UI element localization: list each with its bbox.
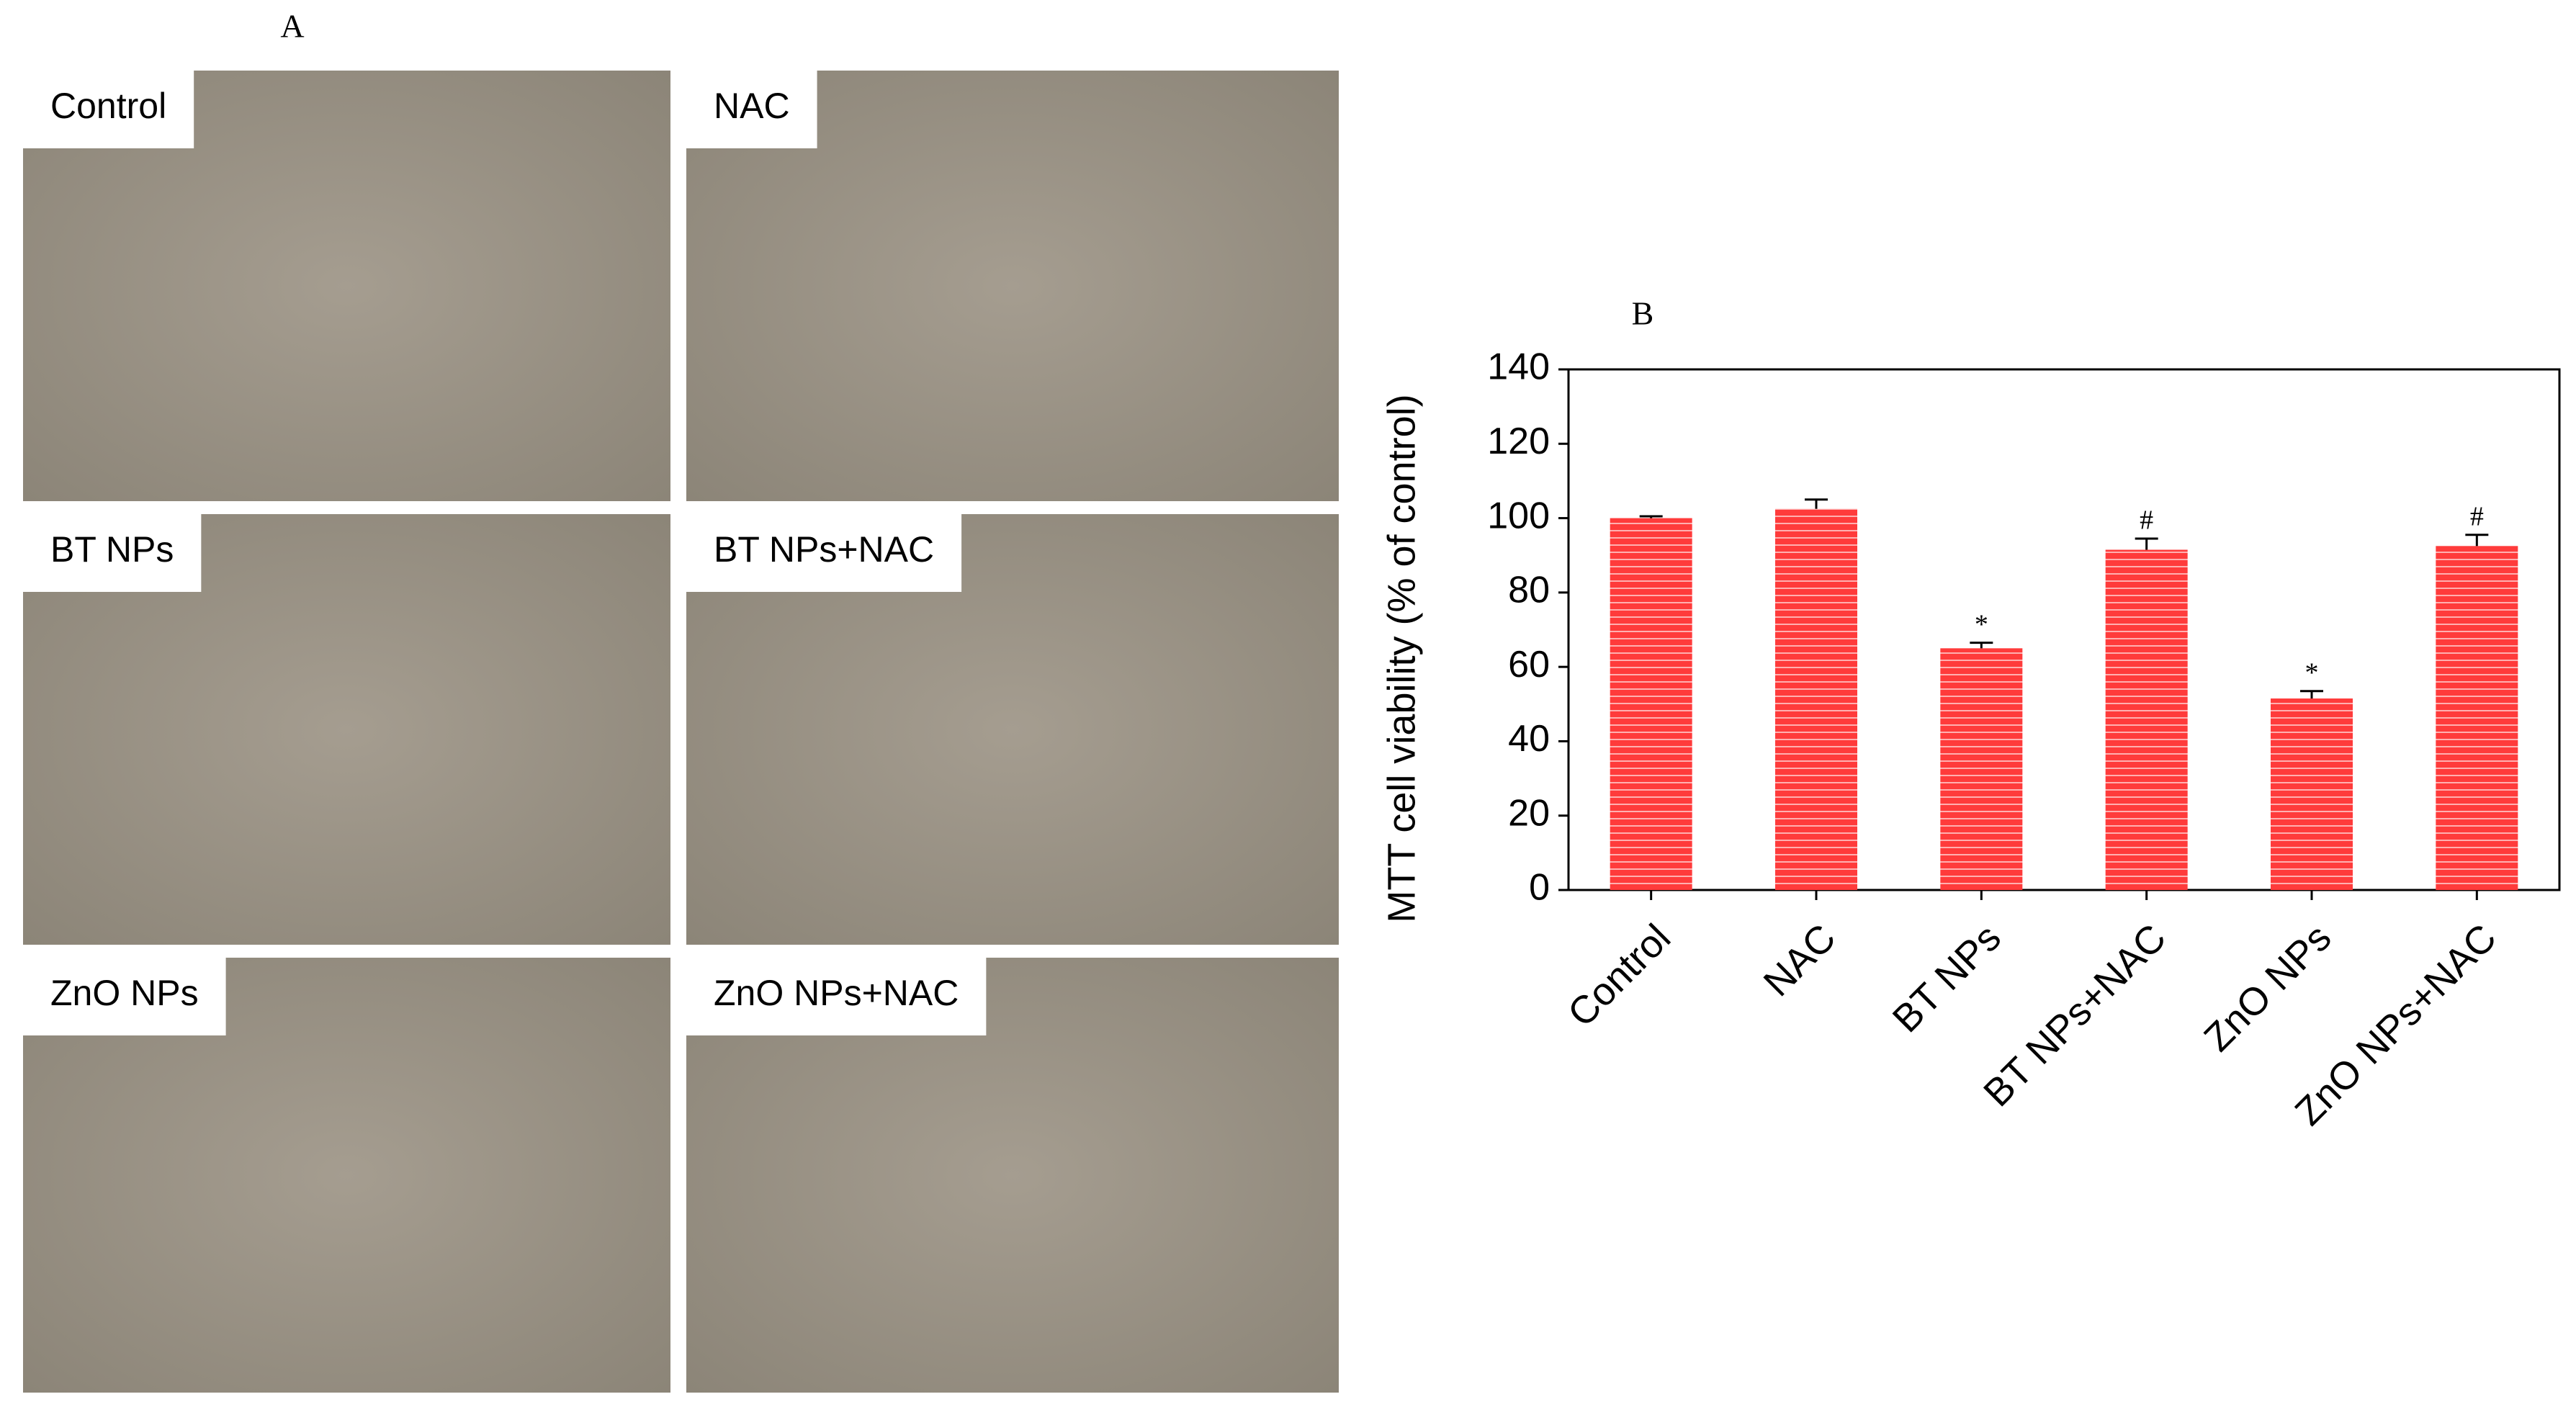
x-tick-label: BT NPs (1885, 916, 2009, 1040)
bar (1940, 648, 2023, 890)
y-tick-label: 40 (1508, 718, 1550, 760)
y-tick-label: 0 (1529, 867, 1550, 909)
bar (2271, 698, 2353, 890)
micrograph-label: ZnO NPs+NAC (714, 973, 959, 1013)
bar-chart: 0 20 40 60 80 100 120 140 MTT cell viability (% … (1380, 346, 2561, 1134)
x-tick-label: ZnO NPs (2196, 916, 2339, 1059)
significance-mark: * (2305, 657, 2319, 688)
panel-label: B (1632, 295, 1654, 332)
bar (1610, 518, 1692, 890)
micrograph-label: ZnO NPs (50, 973, 199, 1013)
y-tick-label: 60 (1508, 644, 1550, 685)
label-box (686, 958, 987, 1035)
bar (1775, 508, 1857, 890)
label-box (23, 71, 194, 148)
y-tick-label: 20 (1508, 792, 1550, 834)
micrograph-label: Control (50, 86, 166, 126)
bar (2436, 546, 2518, 890)
y-tick-label: 140 (1487, 346, 1550, 388)
plot-frame (1567, 368, 2561, 891)
significance-mark: * (1975, 609, 1988, 639)
label-box (23, 514, 202, 592)
micrographs: Control NAC BT NPs BT NPs+NAC ZnO NPs ZnO NPs… (23, 71, 1339, 1393)
micrograph-label: BT NPs (50, 529, 174, 570)
y-tick-label: 80 (1508, 570, 1550, 611)
micrograph-label: NAC (714, 86, 790, 126)
label-box (686, 71, 817, 148)
bar (2105, 549, 2188, 890)
significance-mark: # (2140, 505, 2153, 536)
y-tick-label: 100 (1487, 495, 1550, 536)
y-axis-label: MTT cell viability (% of control) (1380, 394, 1423, 922)
micrograph-label: BT NPs+NAC (714, 529, 934, 570)
x-tick-label: NAC (1756, 916, 1844, 1004)
panel-label: A (280, 8, 304, 45)
x-tick-label: Control (1560, 916, 1679, 1035)
label-box (23, 958, 226, 1035)
label-box (686, 514, 962, 592)
y-tick-label: 120 (1487, 421, 1550, 462)
significance-mark: # (2470, 502, 2484, 532)
